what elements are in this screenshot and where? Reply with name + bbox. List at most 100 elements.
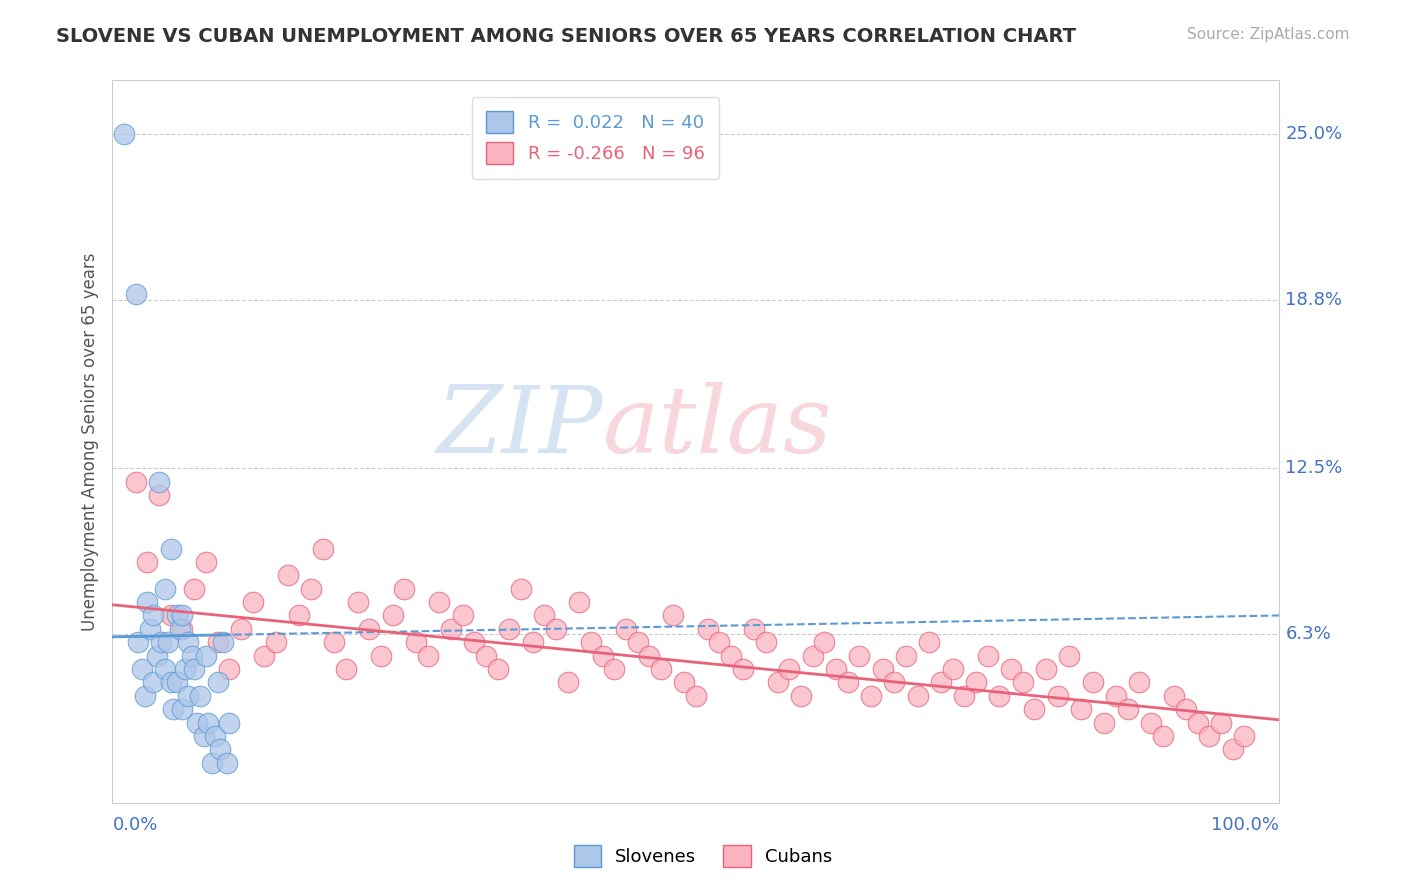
Legend: R =  0.022   N = 40, R = -0.266   N = 96: R = 0.022 N = 40, R = -0.266 N = 96 bbox=[471, 96, 718, 178]
Point bbox=[197, 715, 219, 730]
Point bbox=[1175, 702, 1198, 716]
Point bbox=[451, 608, 474, 623]
Point bbox=[229, 622, 252, 636]
Point bbox=[148, 475, 170, 489]
Point bbox=[212, 635, 235, 649]
Text: 12.5%: 12.5% bbox=[1285, 459, 1343, 477]
Point bbox=[894, 648, 917, 663]
Point bbox=[1222, 742, 1244, 756]
Point bbox=[142, 675, 165, 690]
Point bbox=[188, 689, 211, 703]
Point bbox=[557, 675, 579, 690]
Point bbox=[661, 608, 683, 623]
Point bbox=[142, 608, 165, 623]
Point bbox=[1140, 715, 1163, 730]
Point bbox=[136, 555, 159, 569]
Point bbox=[883, 675, 905, 690]
Point bbox=[169, 622, 191, 636]
Point bbox=[627, 635, 650, 649]
Point bbox=[709, 635, 731, 649]
Point bbox=[568, 595, 591, 609]
Point bbox=[208, 742, 231, 756]
Point bbox=[1024, 702, 1046, 716]
Point bbox=[177, 689, 200, 703]
Point bbox=[720, 648, 742, 663]
Point bbox=[335, 662, 357, 676]
Point bbox=[1152, 729, 1174, 743]
Point bbox=[160, 541, 183, 556]
Point bbox=[1163, 689, 1185, 703]
Point bbox=[592, 648, 614, 663]
Point bbox=[918, 635, 941, 649]
Point bbox=[207, 675, 229, 690]
Point bbox=[299, 582, 322, 596]
Point bbox=[1116, 702, 1139, 716]
Point bbox=[837, 675, 859, 690]
Point bbox=[157, 635, 180, 649]
Point bbox=[533, 608, 555, 623]
Point bbox=[346, 595, 368, 609]
Point bbox=[1233, 729, 1256, 743]
Point bbox=[215, 756, 238, 770]
Point bbox=[848, 648, 870, 663]
Point bbox=[744, 622, 766, 636]
Point bbox=[146, 648, 169, 663]
Point bbox=[579, 635, 602, 649]
Point bbox=[112, 127, 135, 141]
Point bbox=[1046, 689, 1069, 703]
Point bbox=[638, 648, 661, 663]
Point bbox=[177, 635, 200, 649]
Point bbox=[860, 689, 883, 703]
Point bbox=[173, 662, 195, 676]
Point bbox=[166, 675, 188, 690]
Point bbox=[1059, 648, 1081, 663]
Point bbox=[614, 622, 637, 636]
Point bbox=[1081, 675, 1104, 690]
Point bbox=[153, 582, 176, 596]
Point bbox=[801, 648, 824, 663]
Point bbox=[1187, 715, 1209, 730]
Point bbox=[276, 568, 298, 582]
Point bbox=[778, 662, 800, 676]
Point bbox=[509, 582, 531, 596]
Point bbox=[813, 635, 835, 649]
Point bbox=[201, 756, 224, 770]
Point bbox=[172, 702, 194, 716]
Text: Source: ZipAtlas.com: Source: ZipAtlas.com bbox=[1187, 27, 1350, 42]
Point bbox=[942, 662, 965, 676]
Text: 18.8%: 18.8% bbox=[1285, 291, 1343, 309]
Text: ZIP: ZIP bbox=[436, 382, 603, 472]
Point bbox=[440, 622, 463, 636]
Point bbox=[405, 635, 427, 649]
Point bbox=[1094, 715, 1116, 730]
Point bbox=[172, 622, 194, 636]
Point bbox=[1035, 662, 1057, 676]
Point bbox=[180, 648, 202, 663]
Point bbox=[125, 475, 148, 489]
Point bbox=[194, 648, 217, 663]
Point bbox=[1000, 662, 1022, 676]
Point bbox=[242, 595, 264, 609]
Point bbox=[790, 689, 813, 703]
Point bbox=[1198, 729, 1220, 743]
Point bbox=[131, 662, 153, 676]
Point bbox=[603, 662, 626, 676]
Point bbox=[766, 675, 789, 690]
Point bbox=[475, 648, 498, 663]
Point bbox=[162, 702, 184, 716]
Point bbox=[1209, 715, 1232, 730]
Text: 6.3%: 6.3% bbox=[1285, 625, 1331, 643]
Point bbox=[193, 729, 215, 743]
Point bbox=[965, 675, 987, 690]
Point bbox=[416, 648, 439, 663]
Point bbox=[204, 729, 226, 743]
Point bbox=[359, 622, 381, 636]
Point bbox=[218, 662, 240, 676]
Point bbox=[673, 675, 696, 690]
Point bbox=[394, 582, 416, 596]
Point bbox=[696, 622, 718, 636]
Point bbox=[907, 689, 929, 703]
Point bbox=[731, 662, 754, 676]
Point bbox=[650, 662, 672, 676]
Point bbox=[544, 622, 567, 636]
